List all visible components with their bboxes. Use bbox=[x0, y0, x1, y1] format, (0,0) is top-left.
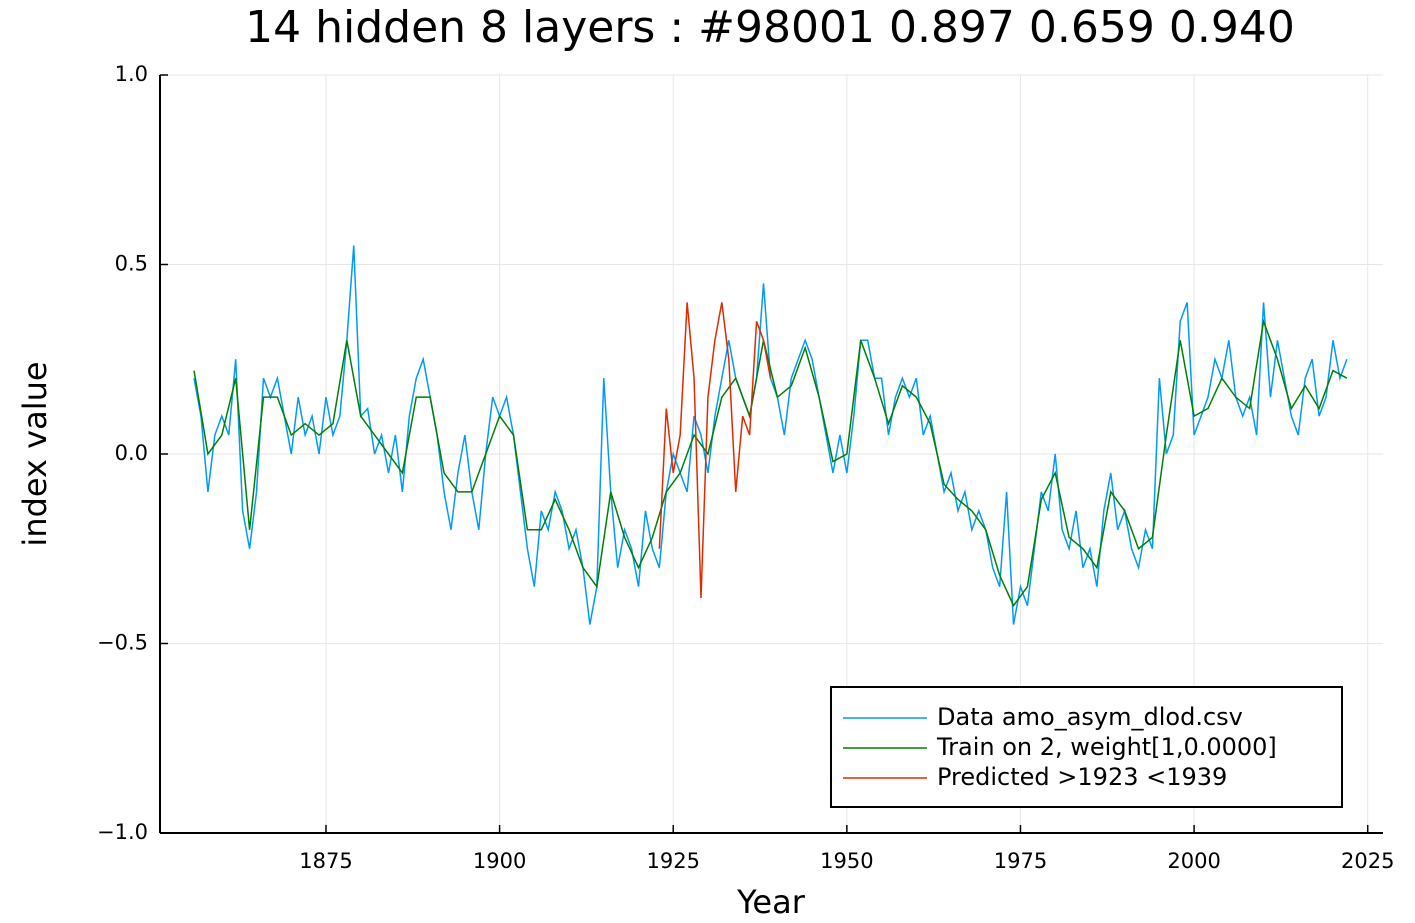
series-line bbox=[193, 245, 1348, 625]
x-tick-label: 1875 bbox=[299, 849, 352, 873]
y-axis-label: index value bbox=[16, 361, 54, 546]
legend-label: Train on 2, weight[1,0.0000] bbox=[936, 733, 1277, 761]
y-tick-label: 0.5 bbox=[115, 252, 148, 276]
x-tick-label: 1900 bbox=[473, 849, 526, 873]
y-tick-label: 0.0 bbox=[115, 441, 148, 465]
series-line bbox=[658, 302, 772, 599]
legend-box bbox=[830, 686, 1343, 808]
x-tick-label: 2000 bbox=[1167, 849, 1220, 873]
series-line bbox=[193, 318, 1348, 608]
y-tick-label: −1.0 bbox=[97, 820, 148, 844]
legend-label: Predicted >1923 <1939 bbox=[937, 763, 1227, 791]
y-tick-label: −0.5 bbox=[97, 631, 148, 655]
x-tick-label: 2025 bbox=[1341, 849, 1394, 873]
y-tick-label: 1.0 bbox=[115, 62, 148, 86]
chart-title: 14 hidden 8 layers : #98001 0.897 0.659 … bbox=[245, 2, 1295, 53]
x-axis-label: Year bbox=[736, 883, 806, 921]
legend-label: Data amo_asym_dlod.csv bbox=[937, 703, 1243, 731]
x-tick-label: 1925 bbox=[647, 849, 700, 873]
x-tick-label: 1975 bbox=[994, 849, 1047, 873]
x-tick-label: 1950 bbox=[820, 849, 873, 873]
